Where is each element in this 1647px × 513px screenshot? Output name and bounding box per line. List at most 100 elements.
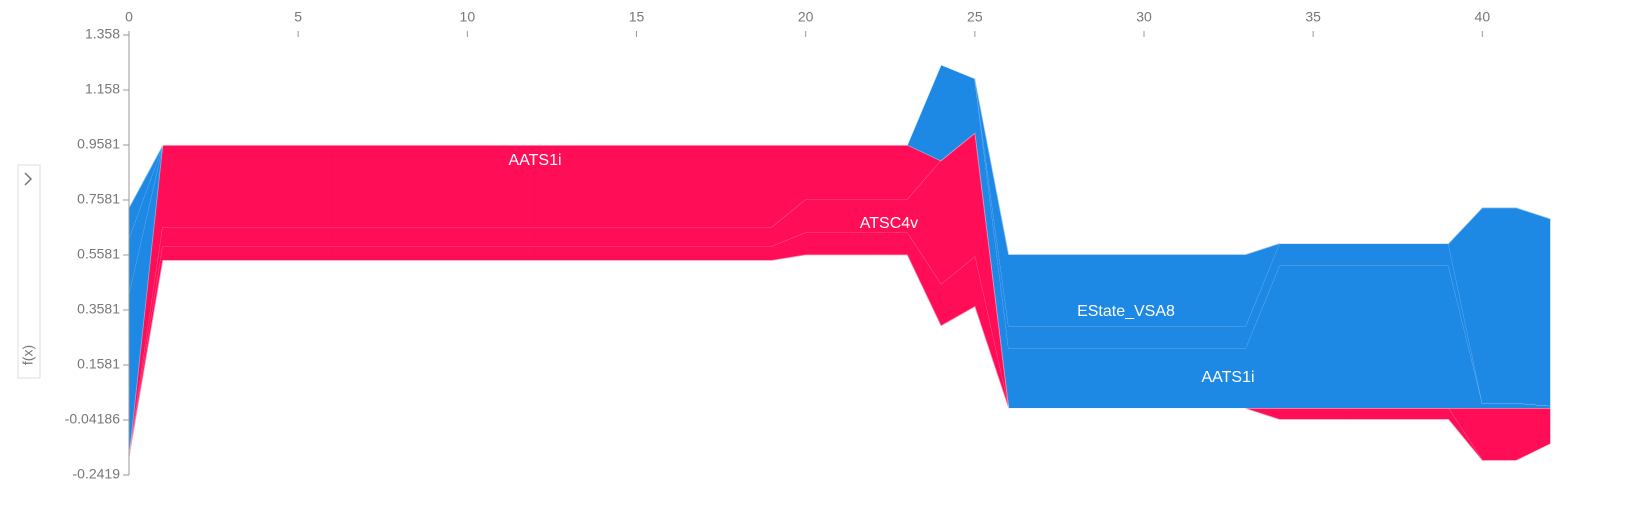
y-tick-label: 1.158 [85,81,120,97]
positive-band [737,246,773,261]
negative-band [1380,265,1415,409]
positive-band [1380,408,1415,420]
positive-band [500,227,536,248]
negative-band [1008,254,1043,327]
positive-band [196,246,231,261]
positive-band [230,227,265,248]
positive-band [297,144,333,228]
positive-band [839,144,874,201]
negative-band [1515,207,1551,406]
x-tick-label: 40 [1475,9,1491,25]
positive-band [602,246,637,261]
negative-band [1414,265,1449,409]
x-tick-label: 20 [798,9,814,25]
positive-band [467,227,502,248]
negative-band [1008,347,1043,409]
negative-band [1279,265,1314,409]
positive-band [467,144,502,228]
positive-band [703,246,739,261]
negative-band [1143,347,1179,409]
positive-band [873,232,908,256]
positive-band [602,144,637,228]
positive-band [534,246,570,261]
output-line [128,132,1550,459]
positive-band [1279,408,1314,420]
x-tick-label: 10 [460,9,476,25]
positive-band [703,144,739,228]
y-tick-label: 1.358 [85,26,120,42]
negative-band [1076,325,1111,349]
x-tick-label: 0 [125,9,133,25]
positive-band [331,144,367,228]
positive-band [805,144,840,201]
negative-band [1076,347,1111,409]
positive-band [1346,408,1382,420]
positive-band [331,246,367,261]
negative-band [1042,347,1077,409]
band-edge [128,64,1551,255]
y-tick-label: -0.2419 [73,466,121,482]
positive-band [433,246,468,261]
positive-band [602,227,637,248]
positive-band [433,227,468,248]
y-tick-label: 0.7581 [77,191,120,207]
positive-band [670,144,705,228]
positive-band [737,144,773,228]
band-label: AATS1i [1201,369,1254,386]
positive-band [399,246,434,261]
positive-band [433,144,468,228]
negative-band [1109,347,1145,409]
positive-band [636,144,671,228]
negative-band [1008,325,1043,349]
positive-band [805,199,840,234]
y-tick-label: 0.3581 [77,301,120,317]
negative-band [1380,243,1415,266]
positive-band [500,246,536,261]
positive-band [162,227,197,248]
negative-band [1177,325,1212,349]
positive-band [805,232,840,256]
positive-band [264,227,299,248]
negative-band [1346,265,1382,409]
axis-selector[interactable] [17,164,41,379]
y-axis-label: f(x) [20,345,36,365]
positive-band [1414,408,1449,420]
positive-band [399,144,434,228]
negative-band [1109,325,1145,349]
positive-band [873,144,908,201]
positive-band [297,246,333,261]
negative-band [1211,325,1246,349]
band-label: EState_VSA8 [1077,303,1175,320]
positive-band [670,227,705,248]
x-tick-label: 25 [967,9,983,25]
positive-band [399,227,434,248]
negative-band [1177,254,1212,327]
band-label: ATSC4v [860,215,918,232]
positive-band [365,227,400,248]
positive-band [467,246,502,261]
positive-band [365,144,400,228]
band-edge [128,254,1551,462]
y-tick-label: 0.9581 [77,136,120,152]
negative-band [1143,325,1179,349]
y-tick-label: 0.1581 [77,356,120,372]
positive-band [636,227,671,248]
negative-band [1482,402,1517,409]
positive-band [737,227,773,248]
positive-band [196,144,231,228]
negative-band [1042,325,1077,349]
positive-band [331,227,367,248]
positive-band [230,246,265,261]
negative-band [1042,254,1077,327]
negative-band [1346,243,1382,266]
positive-band [162,144,197,228]
positive-band [568,144,603,228]
negative-band [906,64,942,162]
negative-band [1414,243,1449,266]
y-tick-label: -0.04186 [65,411,120,427]
positive-band [162,246,197,261]
y-tick-label: 0.5581 [77,246,120,262]
chevron-icon[interactable] [24,172,33,186]
positive-band [196,227,231,248]
